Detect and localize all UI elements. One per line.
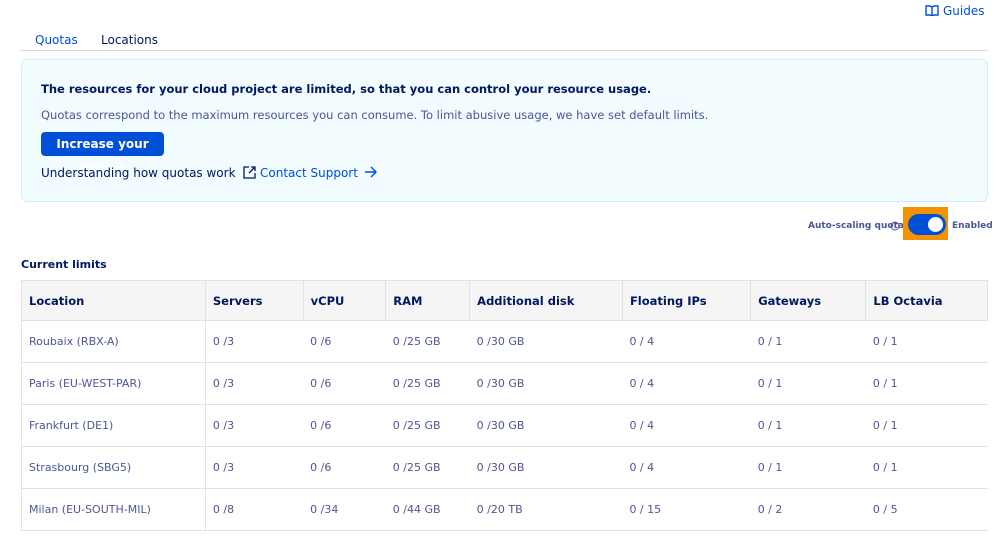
tab[interactable]: Quotas	[35, 33, 78, 47]
table-body: Roubaix (RBX-A) 0 /3 0 /6 0 /25 GB 0 /30 GB 0…	[21, 320, 988, 531]
location-cell: Strasbourg (SBG5)	[21, 446, 206, 489]
support-link-text: Contact Support	[260, 166, 358, 180]
cell: 0 /25 GB	[385, 404, 470, 447]
column-header: LB Octavia	[865, 280, 988, 321]
cell: 0 /6	[303, 446, 386, 489]
column-header: vCPU	[302, 280, 387, 321]
autoscaling-label: Auto-scaling quota	[808, 221, 904, 231]
cell: 0 / 1	[750, 320, 866, 363]
column-header: RAM	[385, 280, 471, 321]
cell: 0 / 1	[750, 362, 866, 405]
book-icon	[925, 5, 939, 17]
cell: 0 /3	[205, 404, 304, 447]
location-cell: Frankfurt (DE1)	[21, 404, 206, 447]
cell: 0 /6	[303, 404, 386, 447]
help-icon[interactable]: ?	[890, 221, 900, 231]
table-title: Current limits	[21, 258, 107, 271]
info-text: Quotas correspond to the maximum resourc…	[41, 108, 709, 122]
cell: 0 / 1	[865, 404, 988, 447]
tabs-divider	[20, 50, 988, 51]
table-row: Paris (EU-WEST-PAR) 0 /3 0 /6 0 /25 GB 0 /30…	[21, 362, 988, 405]
table-row: Frankfurt (DE1) 0 /3 0 /6 0 /25 GB 0 /30 GB 0…	[21, 404, 988, 447]
increase-button[interactable]: Increase your quotas	[41, 132, 164, 175]
cell: 0 /34	[303, 488, 386, 531]
column-header: Gateways	[750, 280, 867, 321]
cell: 0 /6	[303, 362, 386, 405]
cell: 0 /30 GB	[469, 320, 623, 363]
cell: 0 /20 TB	[469, 488, 623, 531]
cell: 0 / 1	[865, 446, 988, 489]
cell: 0 /6	[303, 320, 386, 363]
cell: 0 / 1	[750, 446, 866, 489]
column-header: Servers	[204, 280, 304, 321]
support-link[interactable]: Contact Support	[260, 166, 378, 180]
cell: 0 /3	[205, 446, 304, 489]
cell: 0 / 1	[865, 320, 988, 363]
cell: 0 /25 GB	[385, 362, 470, 405]
cell: 0 /25 GB	[385, 320, 470, 363]
location-cell: Milan (EU-SOUTH-MIL)	[21, 488, 206, 531]
location-cell: Paris (EU-WEST-PAR)	[21, 362, 206, 405]
cell: 0 / 4	[622, 362, 751, 405]
cell: 0 / 4	[622, 320, 751, 363]
cell: 0 / 1	[865, 362, 988, 405]
arrow-icon	[364, 166, 377, 178]
header-row: Location Servers vCPU RAM Additional disk Flo…	[21, 280, 988, 321]
cell: 0 /8	[205, 488, 304, 531]
table-row: Roubaix (RBX-A) 0 /3 0 /6 0 /25 GB 0 /30 GB 0…	[21, 320, 988, 363]
limits-table: Location Servers vCPU RAM Additional disk Flo…	[21, 280, 988, 531]
cell: 0 /3	[205, 362, 304, 405]
cell: 0 / 15	[622, 488, 751, 531]
cell: 0 /30 GB	[469, 446, 623, 489]
cell: 0 /25 GB	[385, 446, 470, 489]
cell: 0 /30 GB	[469, 404, 623, 447]
location-cell: Roubaix (RBX-A)	[21, 320, 206, 363]
guides-text: Guides	[943, 4, 985, 18]
guide-link[interactable]: Understanding how quotas work	[41, 166, 256, 180]
table-row: Milan (EU-SOUTH-MIL) 0 /8 0 /34 0 /44 GB 0 /…	[21, 488, 988, 531]
tab[interactable]: Locations	[101, 33, 159, 47]
guides-link[interactable]: Guides	[925, 4, 985, 18]
cell: 0 / 4	[622, 404, 751, 447]
cell: 0 /44 GB	[385, 488, 470, 531]
info-title: The resources for your cloud project are…	[41, 82, 652, 96]
table-row: Strasbourg (SBG5) 0 /3 0 /6 0 /25 GB 0 /30 G…	[21, 446, 988, 489]
cell: 0 / 4	[622, 446, 751, 489]
guide-link-text: Understanding how quotas work	[41, 166, 236, 180]
cell: 0 /3	[205, 320, 304, 363]
toggle-state: Enabled	[952, 221, 993, 231]
column-header: Additional disk	[469, 280, 623, 321]
cell: 0 / 2	[750, 488, 866, 531]
autoscaling-toggle[interactable]	[908, 214, 946, 235]
external-icon	[242, 166, 256, 179]
cell: 0 /30 GB	[469, 362, 623, 405]
info-banner	[21, 59, 988, 202]
svg-text:?: ?	[893, 223, 897, 231]
cell: 0 / 1	[750, 404, 866, 447]
column-header: Location	[21, 280, 206, 321]
toggle-knob	[928, 217, 943, 232]
column-header: Floating IPs	[621, 280, 752, 321]
cell: 0 / 5	[865, 488, 988, 531]
